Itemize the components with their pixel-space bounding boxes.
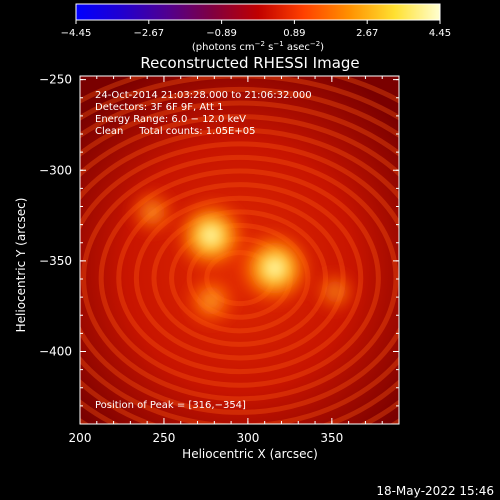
- plot-frame: [79, 75, 400, 425]
- source-blob: [182, 272, 240, 330]
- sidelobe-ring: [80, 86, 399, 424]
- axis-ticks: 200 250 300 350 −250 −300 −350 −400: [39, 73, 400, 445]
- y-tick-label: −300: [39, 163, 72, 177]
- colorbar: [75, 3, 441, 21]
- source-blob: [234, 228, 315, 309]
- x-tick-label: 250: [152, 431, 175, 445]
- colorbar-tick-label: 4.45: [429, 28, 451, 39]
- source-blob: [312, 268, 359, 315]
- colorbar-tick-label: 2.67: [356, 28, 378, 39]
- colorbar-label: (photons cm−2 s−1 asec−2): [192, 40, 324, 53]
- image-area: [80, 76, 399, 424]
- annotation-line-4: Clean Total counts: 1.05E+05: [95, 126, 255, 137]
- colorbar-tick-label: −2.67: [133, 28, 164, 39]
- sidelobe-ring: [116, 182, 364, 375]
- peak-position-label: Position of Peak = [316,−354]: [95, 400, 246, 411]
- annotation-block: 24‑Oct‑2014 21:03:28.000 to 21:06:32.000…: [95, 90, 312, 137]
- sidelobe-ring: [80, 127, 399, 424]
- colorbar-ticks: −4.45 −2.67 −0.89 0.89 2.67 4.45: [61, 20, 451, 39]
- footer-date: 18‑May‑2022 15:46: [376, 484, 494, 498]
- sidelobe-ring: [80, 100, 399, 424]
- y-tick-label: −400: [39, 345, 72, 359]
- colorbar-tick-label: −0.89: [206, 28, 237, 39]
- chart-title: Reconstructed RHESSI Image: [140, 54, 359, 72]
- colorbar-tick-label: 0.89: [283, 28, 305, 39]
- sidelobe-ring: [81, 154, 399, 402]
- x-tick-label: 350: [320, 431, 343, 445]
- colorbar-tick-label: −4.45: [61, 28, 92, 39]
- y-tick-label: −350: [39, 254, 72, 268]
- x-tick-label: 200: [69, 431, 92, 445]
- y-axis-label: Heliocentric Y (arcsec): [14, 198, 28, 333]
- x-axis-label: Heliocentric X (arcsec): [182, 447, 318, 461]
- x-tick-label: 300: [236, 431, 259, 445]
- annotation-line-2: Detectors: 3F 6F 9F, Att 1: [95, 102, 223, 113]
- annotation-line-3: Energy Range: 6.0 − 12.0 keV: [95, 114, 246, 125]
- sidelobe-ring: [80, 141, 399, 415]
- source-blob: [172, 196, 250, 275]
- sidelobe-ring: [98, 168, 381, 388]
- y-tick-label: −250: [39, 73, 72, 87]
- source-blob: [126, 186, 178, 238]
- sidelobe-ring: [80, 114, 399, 424]
- annotation-line-1: 24‑Oct‑2014 21:03:28.000 to 21:06:32.000: [95, 90, 312, 101]
